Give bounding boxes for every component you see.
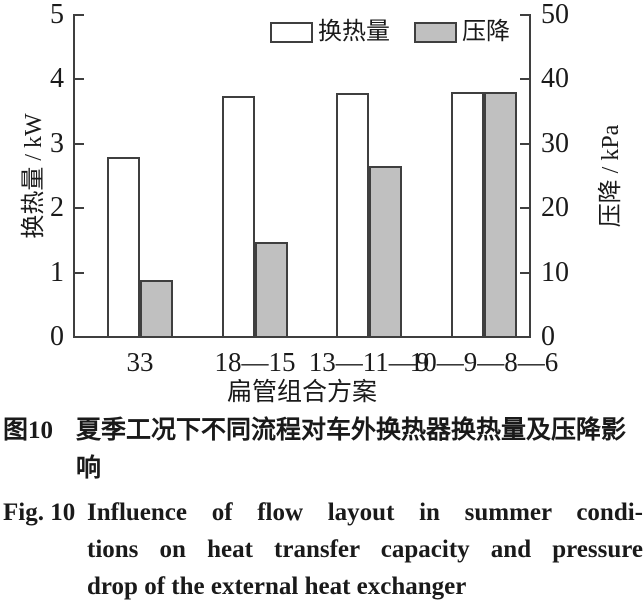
y-tick-label-left: 0 — [50, 321, 64, 352]
y-tick-right — [520, 142, 529, 145]
bar-heat-transfer — [222, 96, 255, 338]
figure-caption: 图10 夏季工况下不同流程对车外换热器换热量及压降影 响 Fig. 10 Inf… — [0, 412, 643, 605]
y-tick-left — [75, 207, 84, 210]
caption-zh-line: 夏季工况下不同流程对车外换热器换热量及压降影 — [76, 417, 627, 444]
caption-english: Fig. 10 Influence of flow layout in summ… — [0, 494, 643, 605]
caption-zh-line: 响 — [76, 455, 102, 482]
x-tick-label: 18—15 — [214, 347, 296, 377]
y-tick-right — [520, 336, 529, 338]
caption-en-label: Fig. 10 — [3, 499, 76, 526]
y-tick-right — [520, 207, 529, 210]
y-tick-label-right: 40 — [541, 63, 569, 95]
y-tick-label-left: 2 — [50, 192, 64, 224]
bar-pressure-drop — [255, 242, 288, 338]
x-axis-line — [73, 336, 531, 338]
caption-chinese: 图10 夏季工况下不同流程对车外换热器换热量及压降影 响 — [0, 412, 643, 488]
y-tick-label-left: 5 — [50, 0, 64, 30]
y-tick-label-right: 50 — [541, 0, 569, 30]
caption-en-text: Influence of flow layout in summer condi… — [87, 494, 643, 605]
x-tick-label: 10—9—8—6 — [409, 347, 559, 377]
caption-zh-text: 夏季工况下不同流程对车外换热器换热量及压降影 响 — [76, 412, 643, 488]
bar-pressure-drop — [484, 92, 517, 338]
y-tick-left — [75, 14, 84, 16]
y-tick-right — [520, 271, 529, 274]
y-tick-label-right: 30 — [541, 127, 569, 159]
legend-swatch-heat-transfer — [270, 22, 313, 43]
y-tick-label-left: 3 — [50, 127, 64, 159]
y-tick-label-right: 20 — [541, 192, 569, 224]
legend-label-pressure-drop: 压降 — [462, 19, 510, 45]
y-tick-left — [75, 78, 84, 81]
x-tick-label: 13—11—9 — [308, 347, 430, 377]
bar-chart: 0 1 2 3 4 5 0 10 20 30 40 50 33 18—15 13—11—9 10—9—8—6 … — [21, 0, 624, 407]
bar-pressure-drop — [369, 166, 402, 338]
y-tick-left — [75, 271, 84, 274]
caption-en-line: tions on heat transfer capacity and pres… — [87, 536, 643, 563]
y-tick-right — [520, 78, 529, 81]
y-axis-left-title: 换热量 / kW — [21, 113, 47, 239]
x-tick-label: 33 — [126, 347, 154, 377]
y-tick-left — [75, 336, 84, 338]
bar-heat-transfer — [336, 93, 369, 338]
legend-label-heat-transfer: 换热量 — [318, 19, 390, 45]
caption-en-line: Influence of flow layout in summer condi… — [87, 499, 643, 526]
bar-heat-transfer — [451, 92, 484, 338]
bar-heat-transfer — [107, 157, 140, 338]
caption-en-line: drop of the external heat exchanger — [87, 573, 467, 600]
legend-swatch-pressure-drop — [414, 22, 457, 43]
y-tick-label-left: 1 — [50, 256, 64, 288]
bar-pressure-drop — [140, 280, 173, 338]
y-axis-right-title: 压降 / kPa — [598, 124, 624, 228]
y-axis-left-line — [73, 14, 75, 338]
y-tick-right — [520, 14, 529, 16]
y-tick-label-right: 10 — [541, 256, 569, 288]
y-tick-left — [75, 142, 84, 145]
y-tick-label-right: 0 — [541, 321, 555, 352]
x-axis-title: 扁管组合方案 — [226, 379, 377, 406]
y-tick-label-left: 4 — [50, 63, 64, 95]
y-axis-right-line — [529, 14, 531, 338]
caption-zh-label: 图10 — [3, 417, 54, 444]
